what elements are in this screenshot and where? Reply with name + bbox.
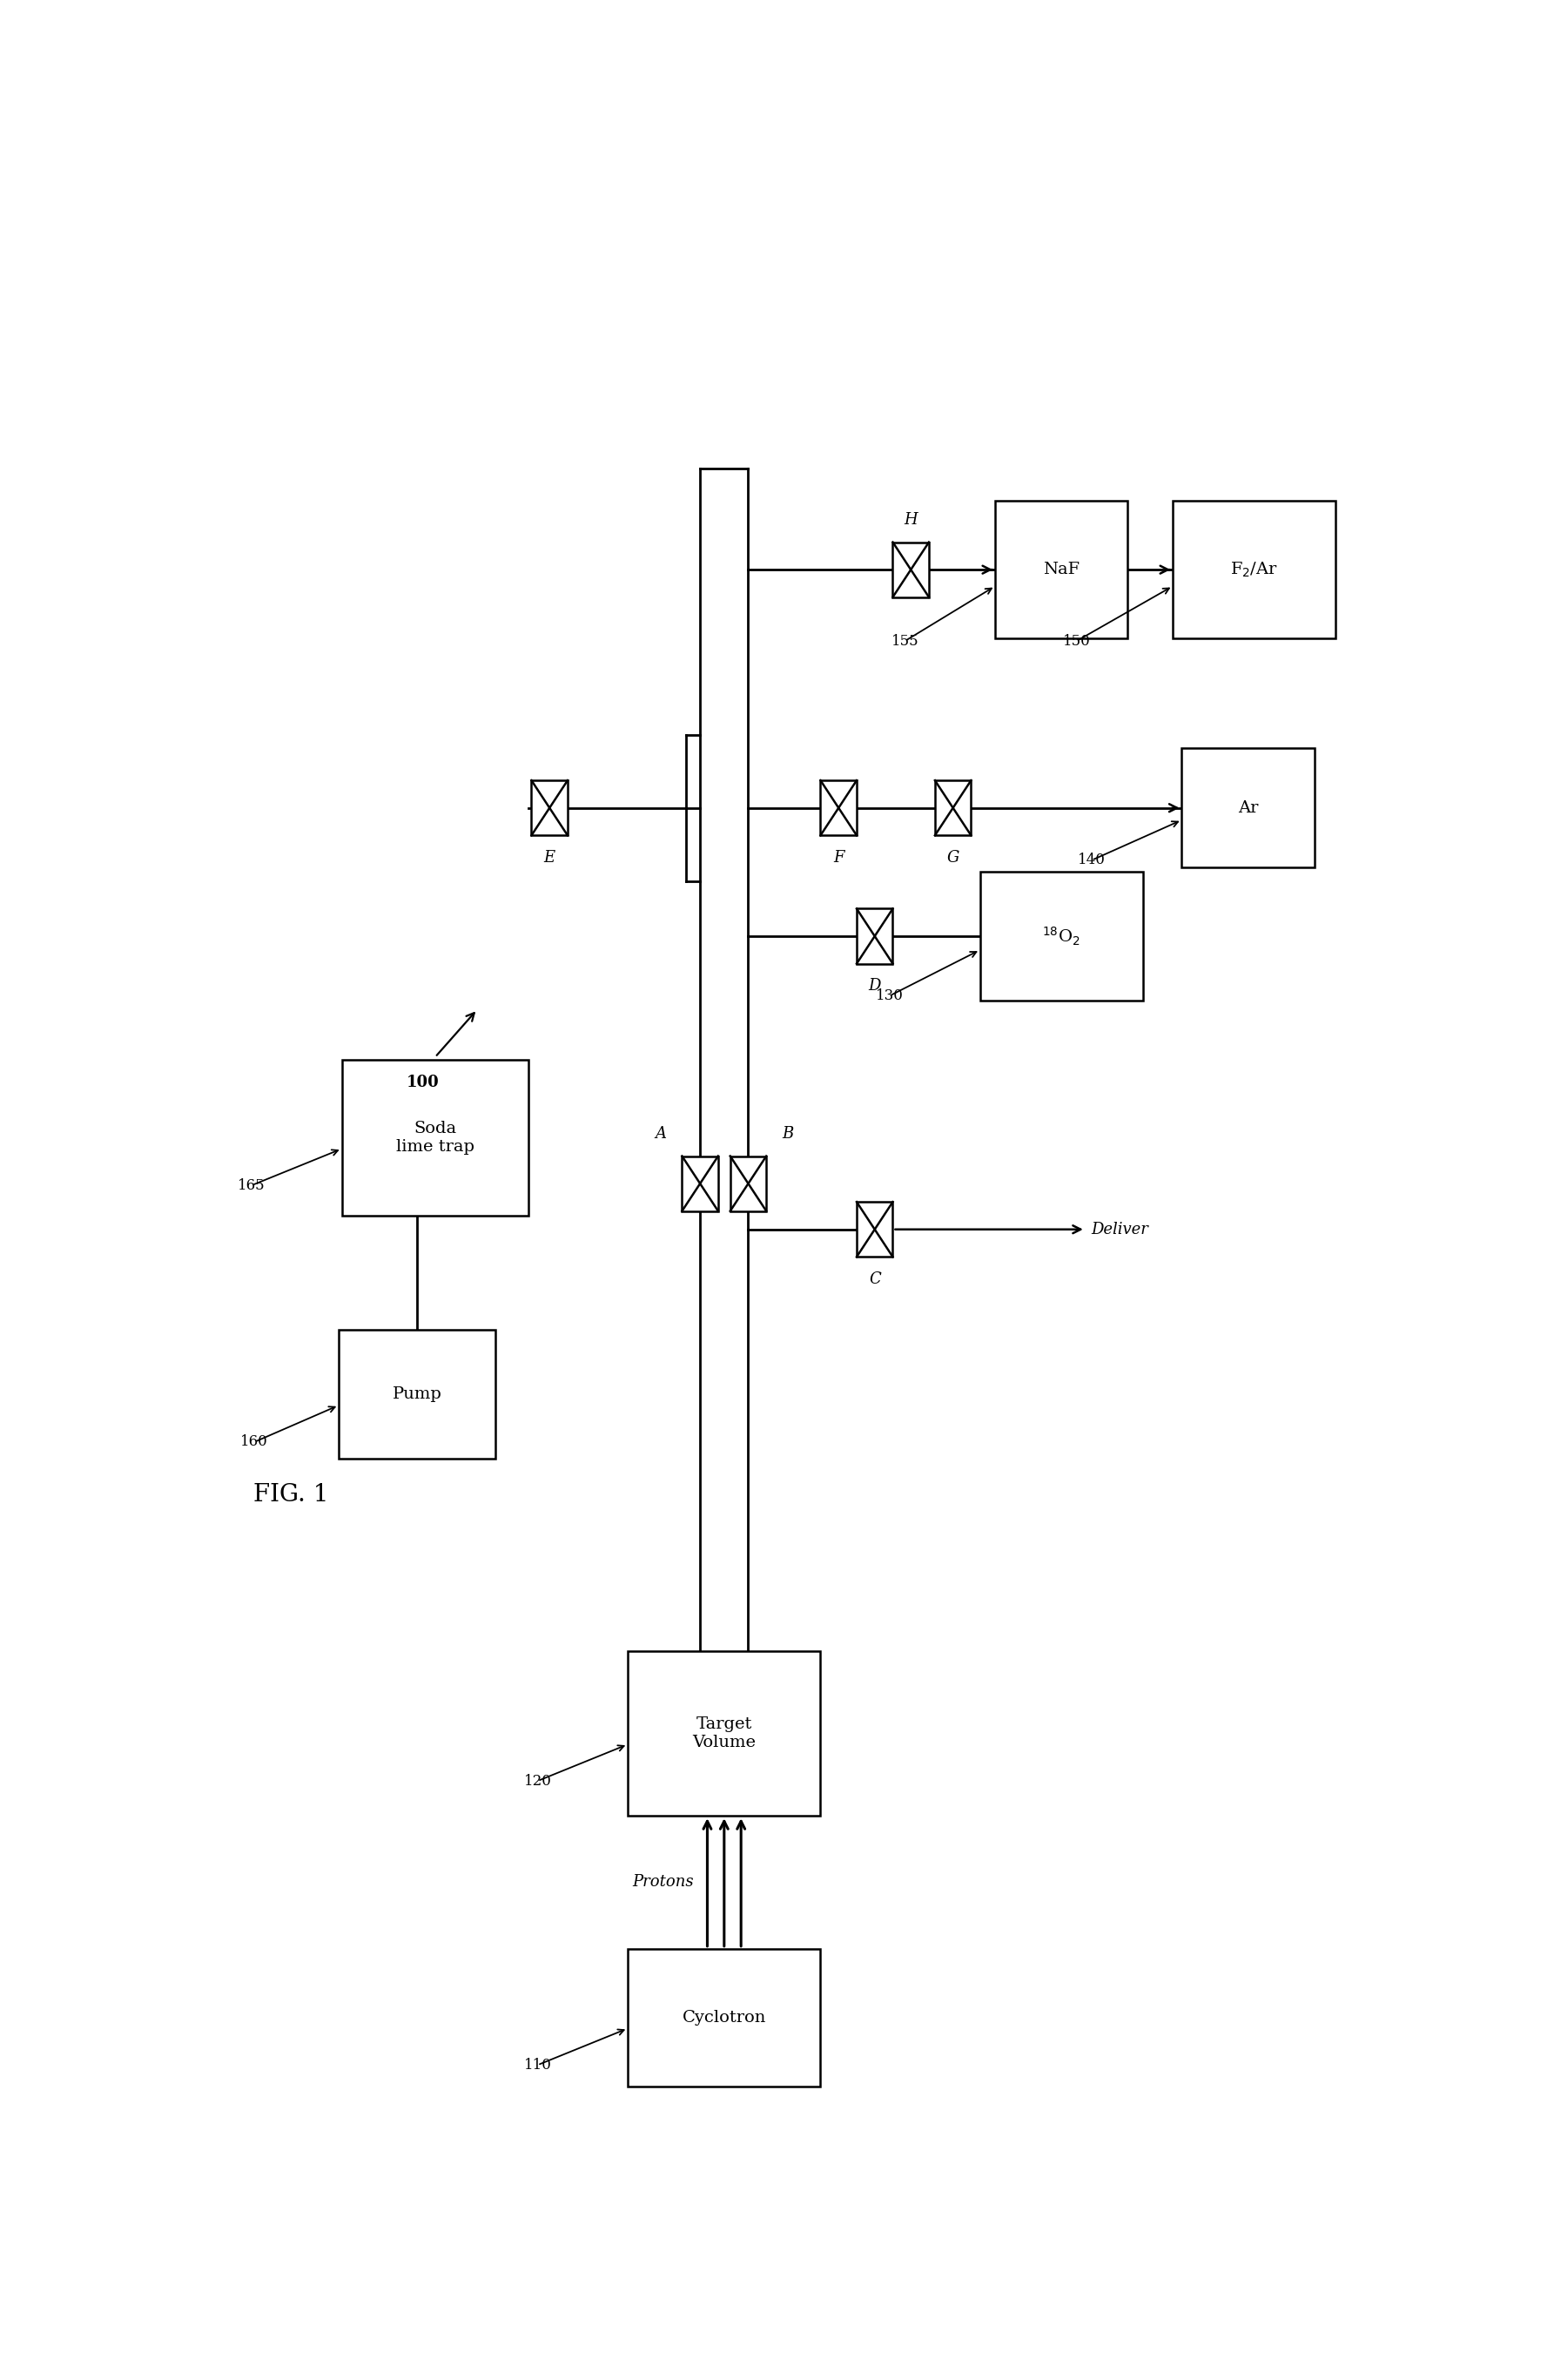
- Bar: [936, 781, 971, 835]
- Text: B: B: [782, 1126, 794, 1142]
- Bar: [730, 1157, 766, 1211]
- Text: 165: 165: [238, 1178, 266, 1192]
- Text: 100: 100: [407, 1076, 440, 1090]
- Text: $^{18}$O$_2$: $^{18}$O$_2$: [1043, 926, 1080, 947]
- Bar: [531, 781, 567, 835]
- Text: 130: 130: [876, 988, 903, 1002]
- Text: D: D: [869, 978, 881, 995]
- Text: F: F: [833, 850, 844, 866]
- Bar: [682, 1157, 718, 1211]
- Text: Target
Volume: Target Volume: [693, 1716, 755, 1749]
- Bar: [1173, 500, 1335, 638]
- Text: 140: 140: [1077, 852, 1105, 869]
- Text: NaF: NaF: [1043, 562, 1080, 578]
- Text: C: C: [869, 1271, 881, 1288]
- Text: 155: 155: [890, 633, 918, 647]
- Text: Ar: Ar: [1239, 800, 1259, 816]
- Text: 160: 160: [241, 1435, 269, 1449]
- Bar: [1181, 747, 1315, 866]
- Bar: [821, 781, 856, 835]
- Bar: [995, 500, 1128, 638]
- Bar: [628, 1949, 821, 2087]
- Text: Cyclotron: Cyclotron: [682, 2009, 766, 2025]
- Text: Pump: Pump: [392, 1388, 441, 1402]
- Bar: [628, 1652, 821, 1816]
- Bar: [856, 909, 892, 964]
- Text: Deliver: Deliver: [1091, 1221, 1148, 1238]
- Bar: [342, 1059, 528, 1216]
- Text: FIG. 1: FIG. 1: [253, 1483, 328, 1507]
- Text: Soda
lime trap: Soda lime trap: [396, 1121, 474, 1154]
- Text: Protons: Protons: [632, 1875, 695, 1890]
- Bar: [981, 871, 1142, 1000]
- Bar: [856, 1202, 892, 1257]
- Bar: [892, 543, 929, 597]
- Text: 110: 110: [524, 2059, 552, 2073]
- Text: F$_2$/Ar: F$_2$/Ar: [1231, 559, 1277, 578]
- Text: H: H: [904, 512, 918, 528]
- Bar: [339, 1330, 496, 1459]
- Text: E: E: [544, 850, 555, 866]
- Text: 150: 150: [1063, 633, 1091, 647]
- Text: 120: 120: [524, 1773, 552, 1787]
- Text: A: A: [656, 1126, 667, 1142]
- Text: G: G: [946, 850, 959, 866]
